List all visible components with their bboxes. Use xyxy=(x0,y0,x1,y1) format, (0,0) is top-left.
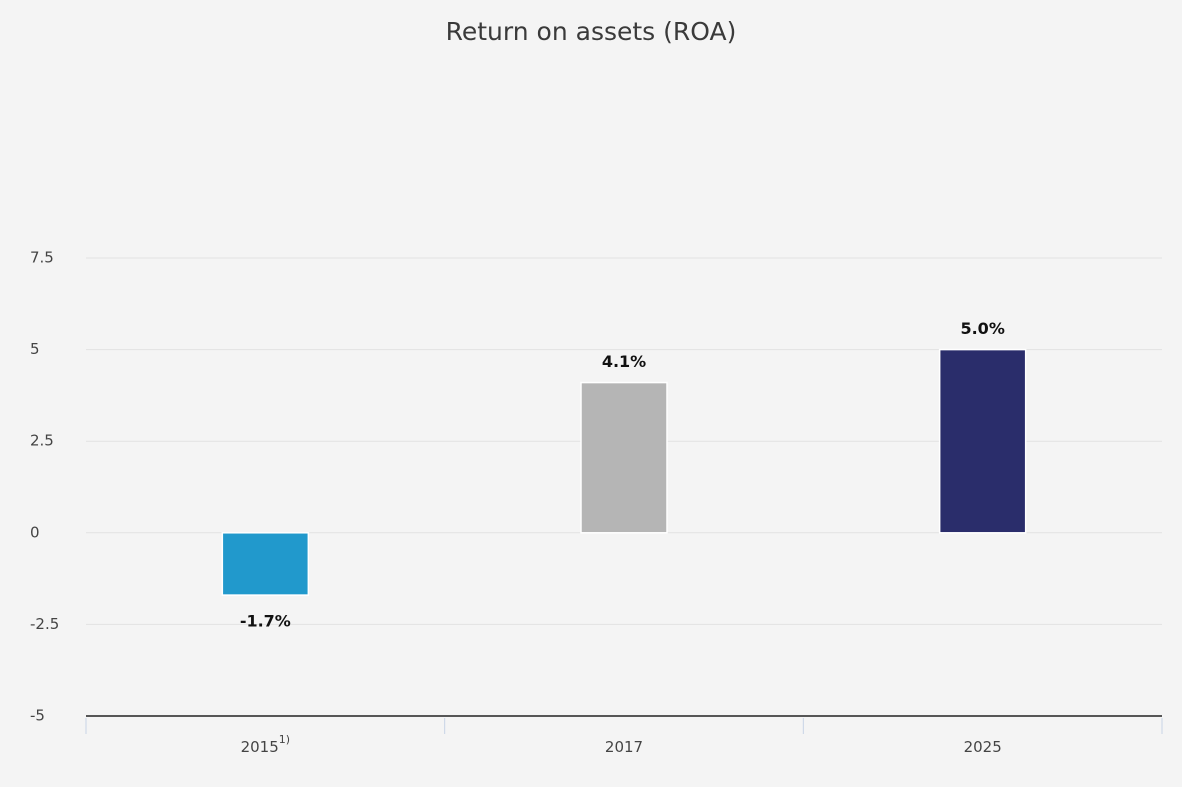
value-label: -1.7% xyxy=(240,612,291,631)
y-tick-label: 7.5 xyxy=(30,249,54,267)
y-tick-label: 2.5 xyxy=(30,432,54,450)
y-tick-label: -5 xyxy=(30,707,45,725)
x-tick-label: 2025 xyxy=(964,738,1002,756)
x-tick-label-text: 2025 xyxy=(964,738,1002,756)
value-label: 5.0% xyxy=(960,319,1004,338)
y-tick-label: 0 xyxy=(30,523,40,541)
bar xyxy=(938,348,1027,534)
y-tick-label: 5 xyxy=(30,340,40,358)
footnote-mark: 1) xyxy=(279,733,290,746)
bar xyxy=(221,532,310,596)
x-tick-label: 2017 xyxy=(605,738,643,756)
y-tick-label: -2.5 xyxy=(30,615,59,633)
chart-title: Return on assets (ROA) xyxy=(446,17,737,46)
bar xyxy=(580,381,668,534)
x-tick-label-text: 2015 xyxy=(241,738,279,756)
x-tick-label: 20151) xyxy=(241,733,290,756)
value-label: 4.1% xyxy=(602,352,646,371)
x-tick-label-text: 2017 xyxy=(605,738,643,756)
